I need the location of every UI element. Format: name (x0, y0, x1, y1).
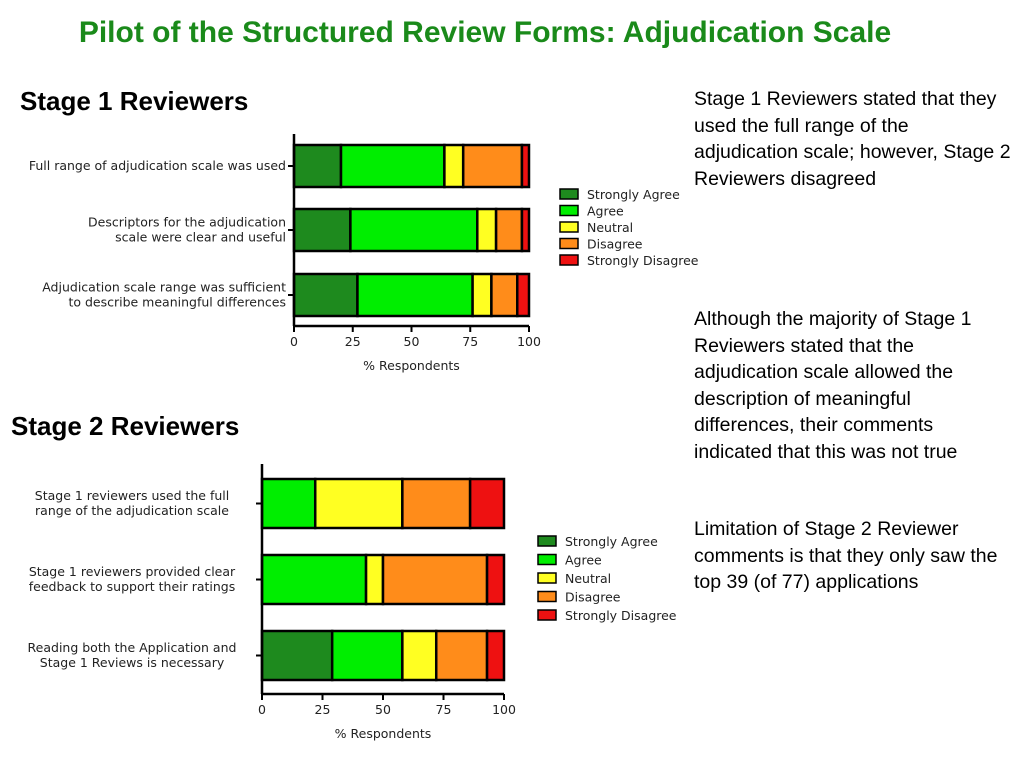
legend-label-disagree: Disagree (587, 237, 643, 252)
bar-strongly-disagree-row-3 (485, 629, 506, 682)
x-tick-label-50: 50 (404, 334, 420, 349)
category-label-3-line-2: Stage 1 Reviews is necessary (40, 655, 225, 670)
x-tick-label-0: 0 (258, 702, 266, 717)
note-limitation: Limitation of Stage 2 Reviewer comments … (694, 518, 998, 593)
bar-strongly-disagree-row-1 (468, 477, 506, 530)
legend-swatch-strongly-disagree (559, 254, 579, 266)
bar-disagree-row-2 (381, 553, 489, 606)
note-meaningful-differences: Although the majority of Stage 1 Reviewe… (694, 308, 972, 463)
bar-agree-row-1 (339, 143, 446, 189)
bar-agree-row-2 (349, 207, 479, 253)
x-axis-title: % Respondents (335, 726, 432, 741)
legend-swatch-agree (537, 553, 557, 566)
bar-neutral-row-2 (364, 553, 385, 606)
legend-label-strongly-agree: Strongly Agree (565, 534, 658, 549)
x-tick-label-100: 100 (492, 702, 516, 717)
bar-strongly-agree-row-3 (292, 272, 359, 318)
bar-strongly-disagree-row-1 (520, 143, 531, 189)
bar-neutral-row-1 (313, 477, 404, 530)
category-label-3-line-2: to describe meaningful differences (68, 295, 286, 310)
bar-neutral-row-1 (443, 143, 465, 189)
bar-disagree-row-1 (401, 477, 472, 530)
bar-neutral-row-3 (471, 272, 493, 318)
bar-disagree-row-1 (461, 143, 524, 189)
legend-swatch-disagree (559, 237, 579, 250)
legend-label-strongly-disagree: Strongly Disagree (565, 608, 677, 623)
bar-disagree-row-3 (490, 272, 519, 318)
slide-title: Pilot of the Structured Review Forms: Ad… (78, 16, 892, 49)
x-tick-label-75: 75 (436, 702, 452, 717)
category-label-2-line-1: Stage 1 reviewers provided clear (29, 564, 236, 579)
bar-strongly-agree-row-2 (292, 207, 352, 253)
category-label-3-line-1: Adjudication scale range was sufficient (42, 280, 286, 295)
x-tick-label-100: 100 (517, 334, 541, 349)
x-tick-label-75: 75 (462, 334, 478, 349)
category-label-2-line-1: Descriptors for the adjudication (88, 215, 286, 230)
x-tick-label-0: 0 (290, 334, 298, 349)
legend-swatch-neutral (537, 572, 557, 584)
x-tick-label-50: 50 (375, 702, 391, 717)
bar-neutral-row-2 (476, 207, 498, 253)
bar-agree-row-2 (260, 553, 368, 606)
stage2-heading: Stage 2 Reviewers (11, 411, 240, 441)
legend-label-neutral: Neutral (587, 220, 633, 235)
legend-swatch-neutral (559, 221, 579, 233)
bar-agree-row-1 (260, 477, 317, 530)
category-label-3-line-1: Reading both the Application and (28, 640, 237, 655)
legend-label-agree: Agree (565, 553, 602, 568)
stage1-heading: Stage 1 Reviewers (20, 86, 249, 116)
bar-strongly-disagree-row-2 (520, 207, 531, 253)
bar-strongly-agree-row-1 (292, 143, 343, 189)
bar-neutral-row-3 (401, 629, 438, 682)
legend-label-strongly-disagree: Strongly Disagree (587, 253, 699, 268)
legend-label-disagree: Disagree (565, 590, 621, 605)
bar-agree-row-3 (356, 272, 474, 318)
legend-swatch-disagree (537, 590, 557, 603)
legend-swatch-strongly-agree (537, 535, 557, 547)
bar-disagree-row-3 (434, 629, 489, 682)
category-label-1-line-2: range of the adjudication scale (35, 503, 229, 518)
x-axis-title: % Respondents (363, 358, 460, 373)
note-full-range: Stage 1 Reviewers stated that they used … (694, 88, 1011, 190)
category-label-2-line-2: feedback to support their ratings (29, 579, 236, 594)
x-tick-label-25: 25 (315, 702, 331, 717)
legend-swatch-strongly-disagree (537, 609, 557, 621)
bar-disagree-row-2 (494, 207, 524, 253)
bar-agree-row-3 (330, 629, 404, 682)
category-label-1-line-1: Stage 1 reviewers used the full (35, 488, 229, 503)
bar-strongly-disagree-row-2 (485, 553, 506, 606)
category-label-2-line-2: scale were clear and useful (115, 230, 286, 245)
legend-label-agree: Agree (587, 204, 624, 219)
bar-strongly-agree-row-3 (260, 629, 334, 682)
legend-label-strongly-agree: Strongly Agree (587, 187, 680, 202)
legend-label-neutral: Neutral (565, 571, 611, 586)
legend-swatch-strongly-agree (559, 188, 579, 200)
legend-swatch-agree (559, 204, 579, 217)
bar-strongly-disagree-row-3 (516, 272, 531, 318)
stage1-stacked-bar-chart: Full range of adjudication scale was use… (29, 134, 699, 373)
x-tick-label-25: 25 (345, 334, 361, 349)
category-label-1-line-1: Full range of adjudication scale was use… (29, 158, 286, 173)
